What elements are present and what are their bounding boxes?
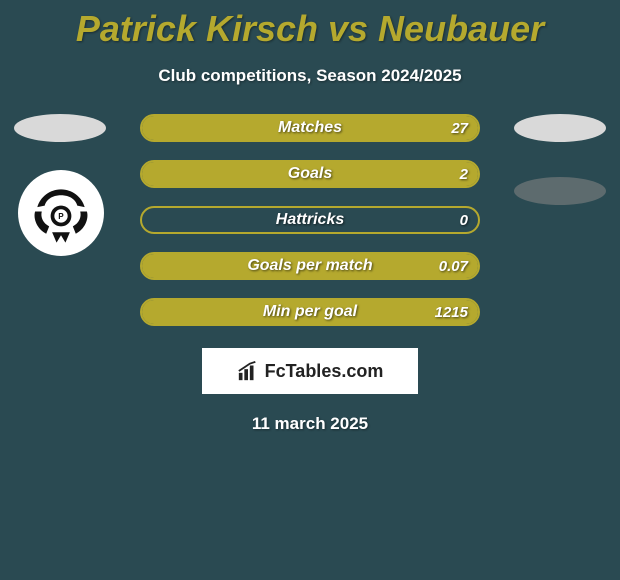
player-photo-right [514,114,606,142]
stat-bar: Min per goal 1215 [140,298,480,326]
player-photo-left [14,114,106,142]
stat-value-right: 0.07 [439,258,468,275]
stat-bar: Goals 2 [140,160,480,188]
stat-label: Hattricks [276,211,344,229]
svg-text:P: P [58,212,64,221]
comparison-area: P Matches 27 Goals 2 Hattricks 0 Goals per mat… [0,114,620,326]
club-badge-right [514,177,606,205]
stat-label: Matches [278,119,342,137]
page-title: Patrick Kirsch vs Neubauer [0,0,620,50]
stat-label: Goals per match [247,257,372,275]
stat-value-right: 0 [460,212,468,229]
stat-value-right: 2 [460,166,468,183]
stats-column: Matches 27 Goals 2 Hattricks 0 Goals per match… [140,114,480,326]
date-label: 11 march 2025 [0,414,620,434]
stat-bar: Goals per match 0.07 [140,252,480,280]
logo-text: FcTables.com [265,361,384,382]
stat-label: Goals [288,165,332,183]
club-badge-left: P [18,170,104,256]
stat-value-right: 27 [451,120,468,137]
eagle-icon: P [24,176,98,250]
chart-icon [237,360,259,382]
stat-value-right: 1215 [435,304,468,321]
subtitle: Club competitions, Season 2024/2025 [0,66,620,86]
stat-bar: Matches 27 [140,114,480,142]
stat-bar: Hattricks 0 [140,206,480,234]
source-logo: FcTables.com [202,348,418,394]
stat-label: Min per goal [263,303,357,321]
